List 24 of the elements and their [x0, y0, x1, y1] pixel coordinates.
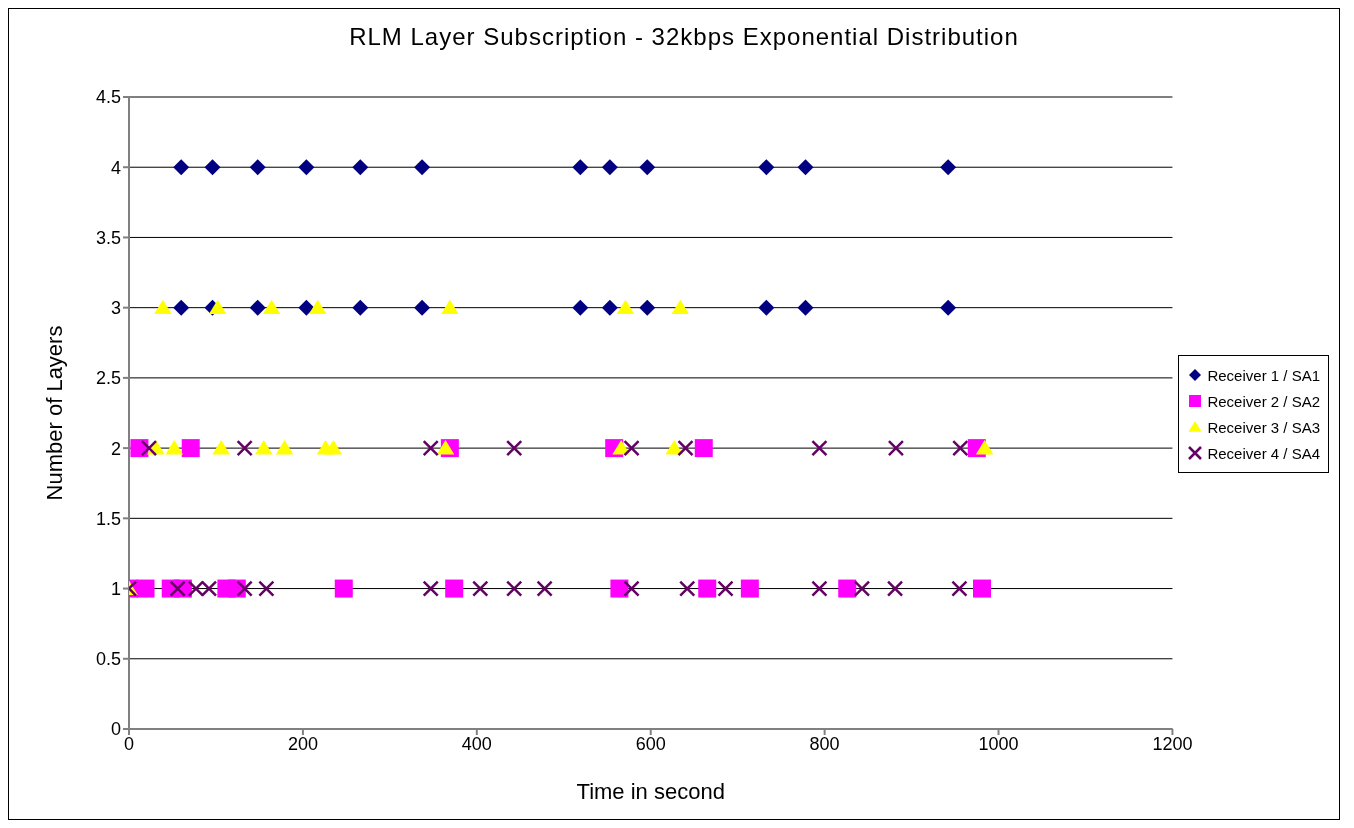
y-tick-label: 4: [110, 157, 121, 178]
x-tick-label: 600: [635, 733, 666, 754]
legend-label: Receiver 4 / SA4: [1207, 444, 1320, 462]
chart-title: RLM Layer Subscription - 32kbps Exponential Distribution: [348, 23, 1020, 51]
legend-label: Receiver 2 / SA2: [1207, 392, 1320, 410]
y-tick-label: 2.5: [95, 368, 121, 389]
y-axis-title: Number of Layers: [41, 325, 67, 501]
x-tick-label: 0: [123, 733, 135, 754]
y-tick-label: 2: [110, 438, 121, 459]
y-tick-label: 0.5: [95, 649, 121, 670]
y-tick-label: 1.5: [95, 508, 121, 529]
x-tick-label: 200: [287, 733, 318, 754]
x-tick-label: 1000: [978, 733, 1019, 754]
x-axis-title: Time in second: [576, 779, 725, 804]
x-tick-label: 800: [809, 733, 840, 754]
x-tick-label: 400: [461, 733, 492, 754]
x-tick-label: 1200: [1152, 733, 1193, 754]
y-tick-label: 3: [110, 298, 121, 319]
y-tick-label: 3.5: [95, 227, 121, 248]
legend-label: Receiver 1 / SA1: [1207, 366, 1320, 384]
legend-label: Receiver 3 / SA3: [1207, 418, 1320, 436]
y-tick-label: 0: [110, 719, 121, 740]
y-tick-label: 4.5: [95, 87, 121, 108]
y-tick-label: 1: [110, 578, 121, 599]
